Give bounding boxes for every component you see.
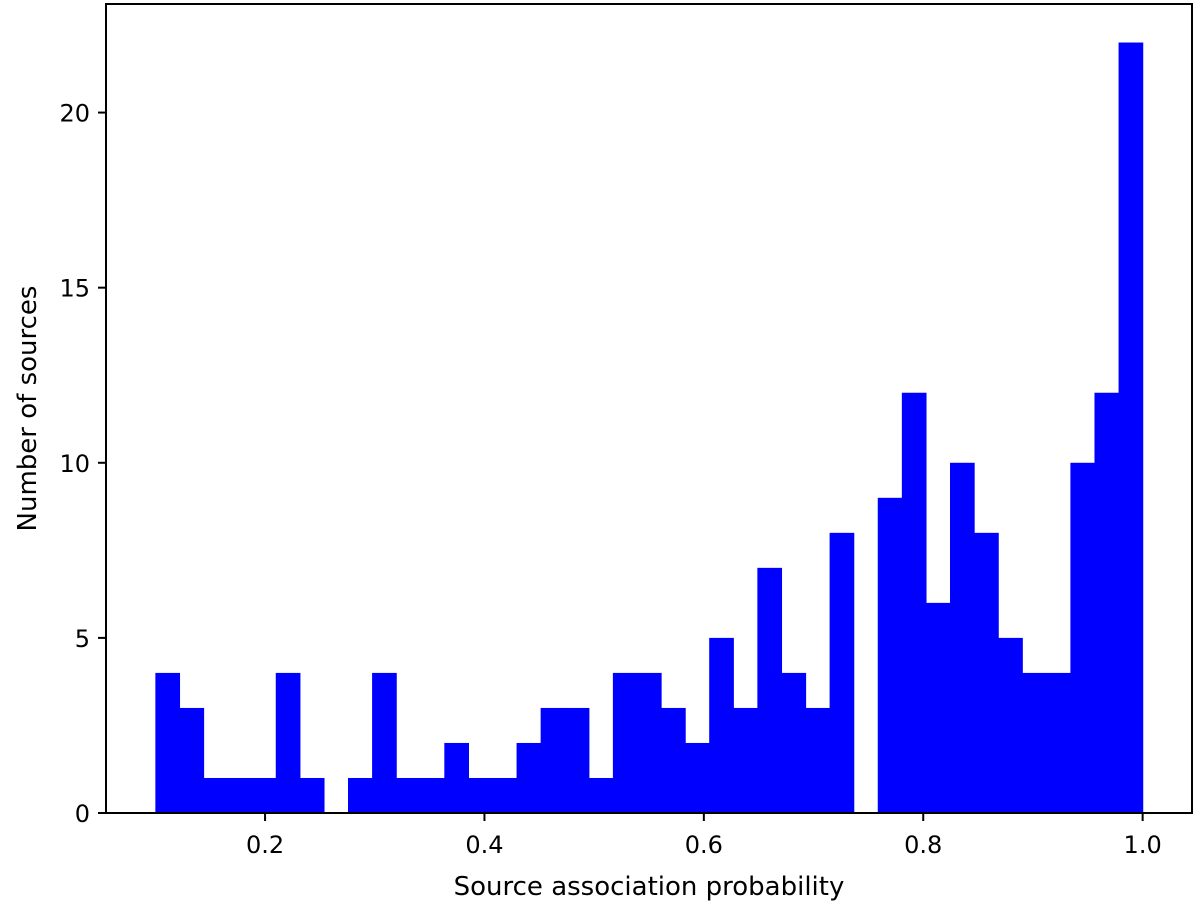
y-tick-label: 5 bbox=[75, 625, 90, 653]
histogram-bar bbox=[661, 707, 686, 813]
y-tick-label: 0 bbox=[75, 800, 90, 828]
histogram-bar bbox=[420, 777, 445, 813]
histogram-bar bbox=[372, 672, 397, 813]
histogram-bar bbox=[444, 742, 469, 813]
x-tick-label: 0.2 bbox=[246, 831, 284, 859]
histogram-bar bbox=[950, 462, 975, 813]
bars-group bbox=[155, 42, 1144, 813]
histogram-bar bbox=[468, 777, 494, 813]
histogram-bar bbox=[901, 392, 927, 813]
histogram-bar bbox=[299, 777, 325, 813]
histogram-bar bbox=[1046, 672, 1071, 813]
histogram-bar bbox=[709, 637, 734, 813]
histogram-bar bbox=[877, 497, 903, 813]
histogram-bar bbox=[925, 602, 951, 813]
histogram-bar bbox=[227, 777, 253, 813]
y-tick-label: 10 bbox=[59, 450, 90, 478]
y-tick-label: 15 bbox=[59, 275, 90, 303]
histogram-bar bbox=[348, 777, 373, 813]
histogram-bar bbox=[757, 567, 783, 813]
histogram-bar bbox=[1118, 42, 1144, 813]
y-axis-label: Number of sources bbox=[13, 286, 43, 532]
plot-area-frame bbox=[105, 3, 1193, 814]
y-axis-ticks: 0 5 10 15 20 bbox=[59, 100, 106, 828]
x-tick-label: 1.0 bbox=[1124, 831, 1162, 859]
histogram-bar bbox=[1022, 672, 1047, 813]
histogram-bar bbox=[275, 672, 301, 813]
y-tick-label: 20 bbox=[59, 100, 90, 128]
histogram-bar bbox=[612, 672, 638, 813]
x-axis-label: Source association probability bbox=[454, 872, 845, 902]
histogram-bar bbox=[636, 672, 662, 813]
histogram-bar bbox=[998, 637, 1023, 813]
histogram-bar bbox=[203, 777, 229, 813]
x-tick-label: 0.8 bbox=[904, 831, 942, 859]
histogram-bar bbox=[733, 707, 758, 813]
histogram-bar bbox=[829, 532, 855, 813]
histogram-bar bbox=[251, 777, 277, 813]
histogram-bar bbox=[155, 672, 181, 813]
histogram-bar bbox=[1070, 462, 1096, 813]
histogram-bar bbox=[1094, 392, 1120, 813]
x-axis-ticks: 0.2 0.4 0.6 0.8 1.0 bbox=[246, 813, 1162, 859]
histogram-bar bbox=[492, 777, 518, 813]
x-tick-label: 0.4 bbox=[465, 831, 503, 859]
histogram-bar bbox=[396, 777, 421, 813]
histogram-bar bbox=[974, 532, 999, 813]
histogram-bar bbox=[685, 742, 710, 813]
histogram-bar bbox=[540, 707, 566, 813]
histogram-bar bbox=[781, 672, 807, 813]
histogram-bar bbox=[516, 742, 542, 813]
histogram-bar bbox=[179, 707, 205, 813]
x-tick-label: 0.6 bbox=[685, 831, 723, 859]
histogram-bar bbox=[588, 777, 614, 813]
histogram-bar bbox=[805, 707, 831, 813]
histogram-bar bbox=[564, 707, 590, 813]
